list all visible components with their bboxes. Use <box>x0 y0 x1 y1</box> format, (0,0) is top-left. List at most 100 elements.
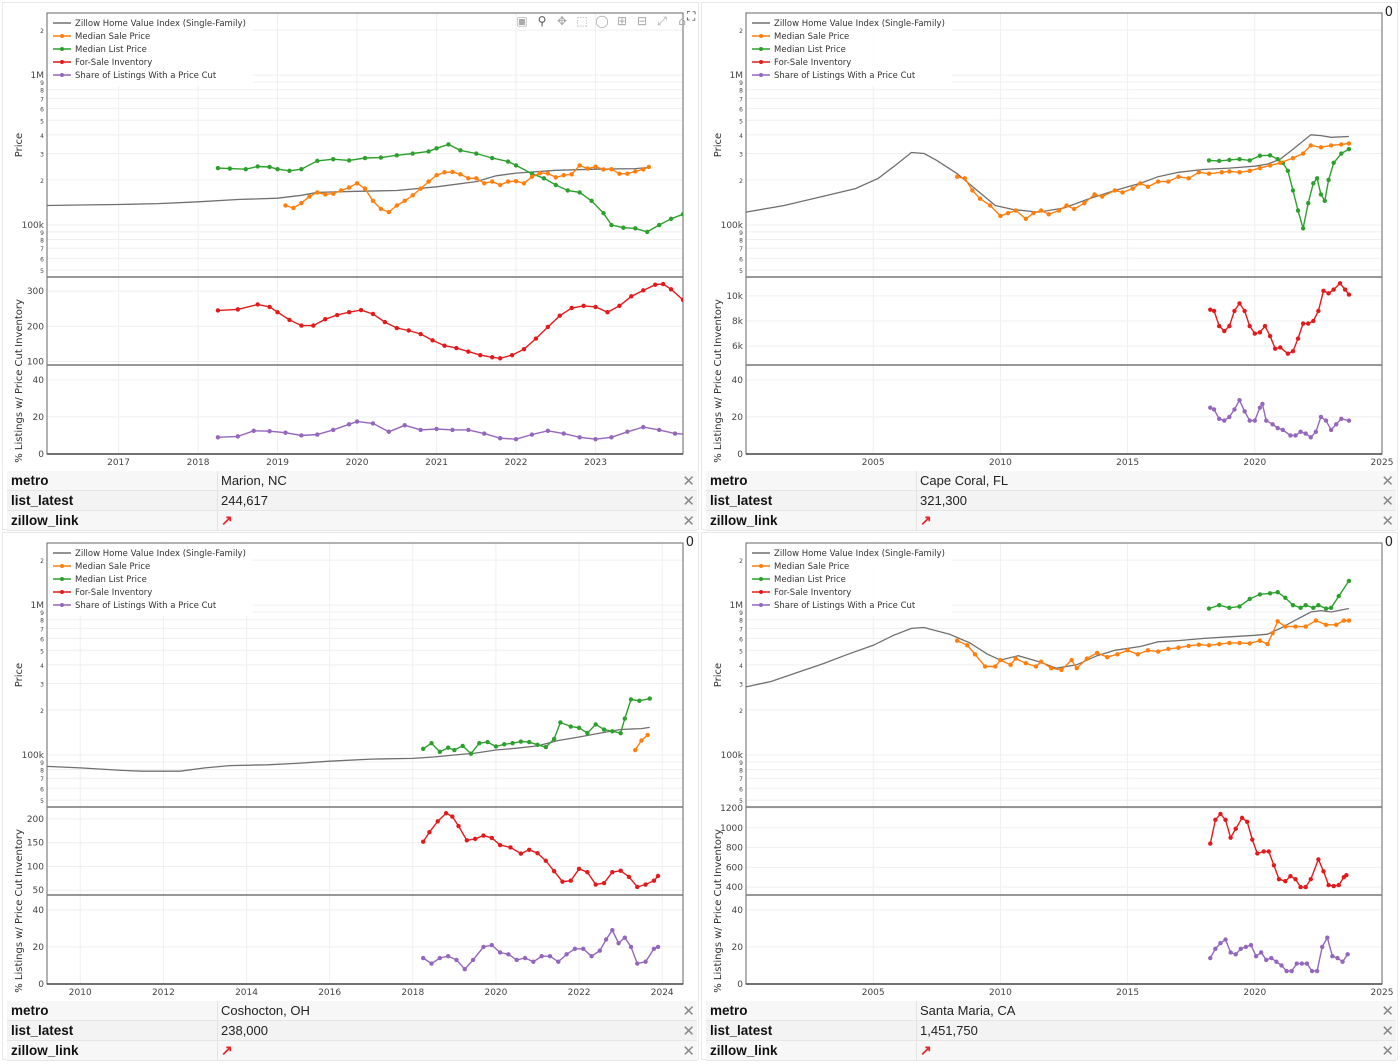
inventory-point <box>1337 281 1343 286</box>
price-cut-point <box>1211 407 1217 412</box>
legend-item-label: For-Sale Inventory <box>774 588 851 598</box>
median-list-point <box>1326 177 1331 183</box>
legend-marker <box>60 577 64 581</box>
price-tick-label: 8 <box>739 618 743 625</box>
lasso-icon[interactable]: ◯ <box>595 14 609 28</box>
fullscreen-icon[interactable]: ⛶ <box>687 9 696 23</box>
zoom-out-icon[interactable]: ⊟ <box>636 14 648 28</box>
median-list-point <box>565 188 570 193</box>
legend-box <box>48 544 253 616</box>
inventory-point <box>427 830 432 835</box>
chart-container[interactable]: 2017 2018 2019 2020 2021 2022 2023 2 1M 9 8 7 6 5 4 3 2 1… <box>3 3 700 471</box>
price-cut-point <box>1227 414 1232 420</box>
price-cut-point <box>331 427 336 433</box>
median-sale-point <box>362 186 368 191</box>
legend-item-label: Zillow Home Value Index (Single-Family) <box>774 19 945 29</box>
inventory-point <box>1346 292 1352 297</box>
median-list-point <box>1316 602 1321 608</box>
remove-row-button[interactable]: ✕ <box>682 1002 695 1020</box>
inventory-point <box>1295 336 1301 341</box>
inventory-tick-label: 300 <box>27 287 44 297</box>
price-cut-point <box>1328 427 1334 433</box>
median-list-point <box>1290 602 1296 608</box>
median-list-point <box>1247 158 1252 163</box>
median-list-point <box>535 742 540 748</box>
median-sale-point <box>1064 203 1069 208</box>
inventory-tick-label: 6k <box>732 342 744 352</box>
chart-container[interactable]: 2010 2012 2014 2016 2018 2020 2022 2024 2 1M 9 8 7 6 5… <box>3 533 700 1001</box>
zillow-link[interactable]: ↗ <box>916 511 932 530</box>
x-tick-label: 2020 <box>1243 988 1266 998</box>
remove-row-button[interactable]: ✕ <box>682 492 695 510</box>
remove-row-button[interactable]: ✕ <box>1381 1042 1394 1060</box>
price-cut-point <box>1258 950 1264 955</box>
zoom-icon[interactable]: ⚲ <box>537 14 547 28</box>
median-sale-point <box>633 169 638 174</box>
remove-row-button[interactable]: ✕ <box>1381 472 1394 490</box>
median-list-point <box>637 698 642 704</box>
camera-icon[interactable]: ▣ <box>516 14 528 28</box>
price-cut-point <box>1318 414 1324 420</box>
chart-container[interactable]: 2005 2010 2015 2020 2025 2 1M 9 8 7 6 5 4 3 2 100k 9 8 7 6 5… <box>702 3 1399 471</box>
external-link-icon[interactable]: ↗ <box>221 512 233 528</box>
median-sale-point <box>998 657 1003 663</box>
inventory-line <box>1210 282 1350 355</box>
inventory-point <box>435 819 440 824</box>
median-sale-point <box>1069 657 1074 663</box>
remove-row-button[interactable]: ✕ <box>1381 512 1394 530</box>
median-sale-point <box>1176 645 1181 650</box>
remove-row-button[interactable]: ✕ <box>682 1042 695 1060</box>
zoom-in-icon[interactable]: ⊞ <box>616 14 628 28</box>
zillow-link[interactable]: ↗ <box>916 1041 932 1060</box>
price-tick-label: 5 <box>739 118 743 125</box>
price-tick-label: 4 <box>40 133 44 140</box>
remove-row-button[interactable]: ✕ <box>682 512 695 530</box>
metro-panel-coshocton: 2010 2012 2014 2016 2018 2020 2022 2024 2 1M 9 8 7 6 5… <box>2 532 700 1061</box>
inventory-point <box>454 345 459 351</box>
median-sale-point <box>466 176 471 181</box>
median-sale-point <box>577 163 582 168</box>
external-link-icon[interactable]: ↗ <box>920 512 932 528</box>
median-sale-point <box>1155 649 1161 654</box>
inventory-point <box>652 282 658 287</box>
remove-row-button[interactable]: ✕ <box>1381 1022 1394 1040</box>
median-list-point <box>1237 604 1242 609</box>
reset-axes-icon[interactable]: ⌂ <box>678 14 686 28</box>
pan-icon[interactable]: ✥ <box>556 14 568 28</box>
pricecut-tick-label: 20 <box>732 943 744 953</box>
inventory-tick-label: 200 <box>27 815 44 825</box>
inventory-point <box>1257 330 1263 335</box>
table-row-zillow-link: zillow_link ↗ ✕ <box>706 1041 1396 1061</box>
remove-row-button[interactable]: ✕ <box>682 472 695 490</box>
box-select-icon[interactable]: ⬚ <box>576 14 588 28</box>
legend: Zillow Home Value Index (Single-Family) M… <box>48 14 253 86</box>
median-sale-point <box>954 174 960 179</box>
table-row-list-latest: list_latest 238,000 ✕ <box>7 1021 697 1041</box>
legend-marker <box>60 34 64 38</box>
remove-row-button[interactable]: ✕ <box>1381 492 1394 510</box>
zillow-link[interactable]: ↗ <box>217 511 233 530</box>
median-sale-point <box>1115 652 1120 657</box>
legend-item-label: Median List Price <box>774 575 846 585</box>
price-tick-label: 8 <box>40 618 44 625</box>
price-cut-point <box>1223 937 1228 942</box>
price-cut-point <box>420 955 426 961</box>
autoscale-icon[interactable]: ⤢ <box>657 14 667 28</box>
price-cut-point <box>531 959 536 964</box>
zillow-link[interactable]: ↗ <box>217 1041 233 1060</box>
price-cut-point <box>429 961 434 966</box>
price-cut-point <box>1213 946 1218 951</box>
inventory-point <box>420 839 426 844</box>
inventory-point <box>535 850 540 856</box>
chart-container[interactable]: 2005 2010 2015 2020 2025 2 1M 9 8 7 6 5 4 3 2 100k 9 8 7 6 5… <box>702 533 1399 1001</box>
median-list-point <box>1227 605 1232 611</box>
pricecut-tick-label: 20 <box>33 413 45 423</box>
external-link-icon[interactable]: ↗ <box>221 1042 233 1058</box>
median-sale-point <box>513 179 519 184</box>
median-sale-point <box>1013 208 1018 213</box>
inventory-point <box>576 866 582 872</box>
remove-row-button[interactable]: ✕ <box>682 1022 695 1040</box>
remove-row-button[interactable]: ✕ <box>1381 1002 1394 1020</box>
external-link-icon[interactable]: ↗ <box>920 1042 932 1058</box>
table-row-metro: metro Santa Maria, CA ✕ <box>706 1001 1396 1021</box>
